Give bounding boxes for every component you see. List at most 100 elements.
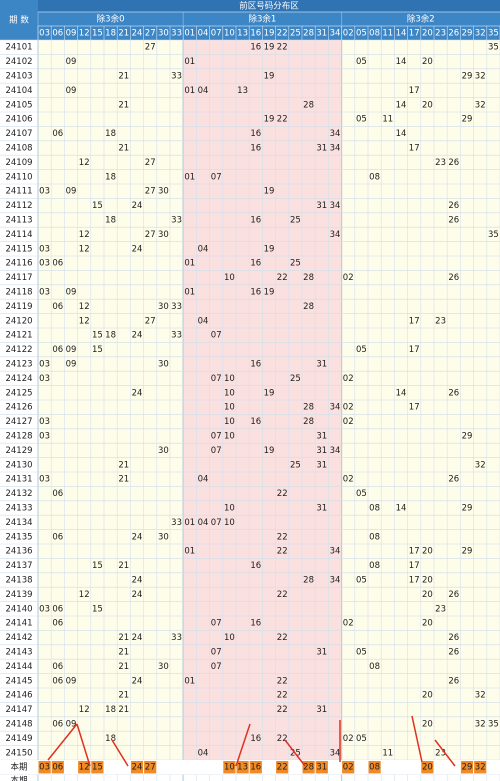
current-number: 29 (462, 763, 473, 773)
current-cell (342, 761, 355, 774)
number: 25 (290, 460, 301, 470)
number: 33 (171, 518, 182, 528)
number: 07 (211, 331, 222, 341)
number: 27 (145, 187, 156, 197)
period: 24132 (5, 489, 32, 499)
number: 32 (475, 100, 486, 110)
number: 17 (409, 345, 420, 355)
number: 15 (92, 345, 103, 355)
number: 28 (303, 403, 314, 413)
number: 21 (118, 633, 129, 643)
number: 16 (250, 259, 261, 269)
number: 22 (277, 547, 288, 557)
number: 12 (79, 230, 90, 240)
number: 12 (79, 244, 90, 254)
number: 29 (462, 72, 473, 82)
period: 24107 (5, 129, 32, 139)
number: 22 (277, 489, 288, 499)
number: 09 (66, 360, 77, 370)
number: 01 (184, 57, 195, 67)
column-label: 35 (488, 29, 499, 39)
number: 02 (343, 374, 354, 384)
number: 15 (92, 604, 103, 614)
number: 15 (92, 201, 103, 211)
column-label: 08 (369, 29, 380, 39)
current-cell (144, 761, 157, 774)
period: 24125 (5, 388, 32, 398)
period: 24108 (5, 144, 32, 154)
number: 07 (211, 374, 222, 384)
number: 08 (369, 662, 380, 672)
number: 02 (343, 619, 354, 629)
number: 09 (66, 720, 77, 730)
number: 17 (409, 547, 420, 557)
number: 33 (171, 302, 182, 312)
number: 18 (105, 172, 116, 182)
period: 24134 (5, 518, 32, 528)
number: 22 (277, 115, 288, 125)
period: 24101 (5, 43, 32, 53)
number: 10 (224, 374, 235, 384)
number: 12 (79, 316, 90, 326)
number: 09 (66, 676, 77, 686)
period: 24113 (5, 216, 32, 226)
column-label: 01 (184, 29, 195, 39)
current-cell (460, 761, 474, 774)
number: 07 (211, 619, 222, 629)
current-number: 16 (250, 763, 261, 773)
number: 12 (79, 158, 90, 168)
column-label: 18 (105, 29, 116, 39)
number: 22 (277, 734, 288, 744)
period: 24147 (5, 705, 32, 715)
number: 03 (39, 288, 50, 298)
period: 24143 (5, 648, 32, 658)
number: 21 (118, 460, 129, 470)
number: 23 (435, 158, 446, 168)
number: 22 (277, 43, 288, 53)
number: 21 (118, 691, 129, 701)
number: 26 (448, 158, 459, 168)
number: 08 (369, 561, 380, 571)
number: 09 (66, 187, 77, 197)
number: 27 (145, 316, 156, 326)
number: 14 (396, 129, 407, 139)
number: 34 (330, 403, 341, 413)
number: 29 (462, 504, 473, 514)
number: 02 (343, 403, 354, 413)
number: 31 (316, 201, 327, 211)
period: 24126 (5, 403, 32, 413)
number: 26 (448, 273, 459, 283)
number: 05 (356, 734, 367, 744)
period: 24139 (5, 590, 32, 600)
number: 05 (356, 345, 367, 355)
number: 17 (409, 144, 420, 154)
current-number: 03 (39, 763, 50, 773)
number: 30 (158, 360, 169, 370)
number: 22 (277, 676, 288, 686)
number: 28 (303, 100, 314, 110)
number: 16 (250, 43, 261, 53)
period: 24131 (5, 475, 32, 485)
period: 24145 (5, 676, 32, 686)
column-label: 14 (396, 29, 407, 39)
current-cell (276, 761, 289, 774)
number: 31 (316, 446, 327, 456)
number: 16 (250, 216, 261, 226)
number: 03 (39, 244, 50, 254)
number: 34 (330, 576, 341, 586)
number: 11 (382, 748, 393, 758)
arrow (411, 715, 423, 763)
period: 24129 (5, 446, 32, 456)
number: 21 (118, 662, 129, 672)
column-label: 16 (250, 29, 261, 39)
number: 18 (105, 216, 116, 226)
number: 30 (158, 662, 169, 672)
number: 30 (158, 230, 169, 240)
number: 11 (382, 115, 393, 125)
number: 06 (52, 532, 63, 542)
number: 31 (316, 432, 327, 442)
current-cell (474, 761, 487, 774)
number: 10 (224, 403, 235, 413)
number: 03 (39, 259, 50, 269)
number: 06 (52, 345, 63, 355)
